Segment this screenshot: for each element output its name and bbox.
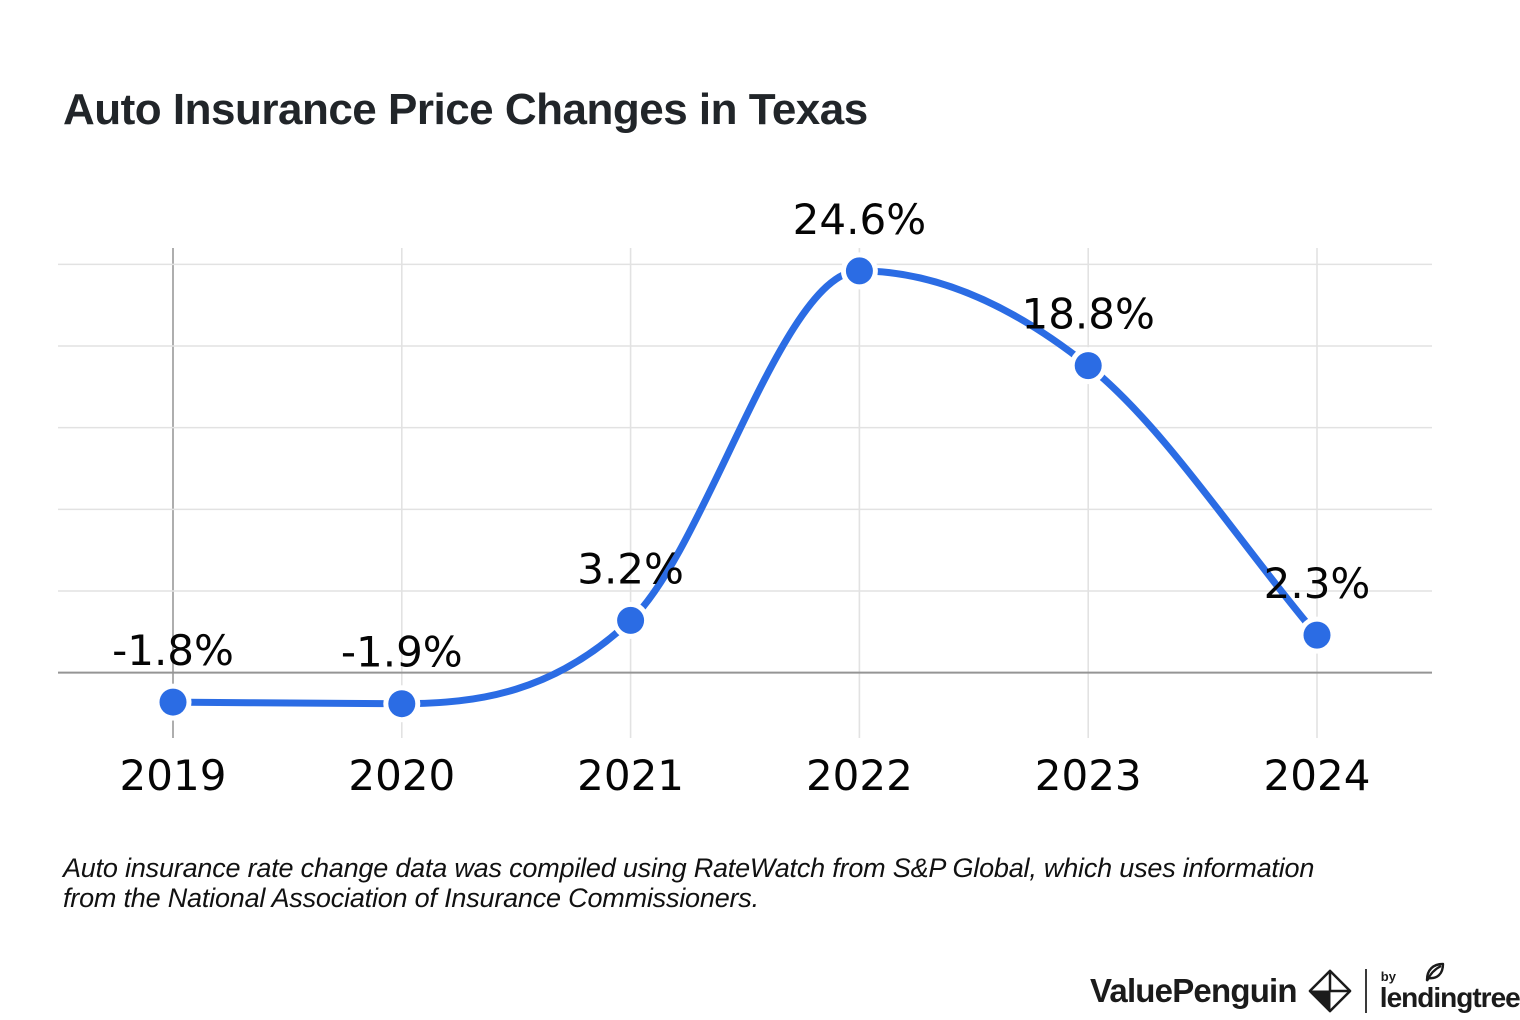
lendingtree-logo-block: by lendingtree· <box>1380 962 1520 1012</box>
lendingtree-leaf-icon <box>1425 962 1444 982</box>
data-point-label: -1.8% <box>112 626 234 675</box>
x-tick-label: 2024 <box>1264 751 1371 800</box>
chart-title: Auto Insurance Price Changes in Texas <box>63 85 868 134</box>
data-point-label: 3.2% <box>577 544 684 593</box>
data-point <box>617 606 645 634</box>
data-point <box>1074 352 1102 380</box>
data-point <box>388 690 416 718</box>
data-point-label: -1.9% <box>341 628 463 677</box>
footnote: Auto insurance rate change data was comp… <box>63 853 1314 913</box>
lendingtree-wordmark: lendingtree· <box>1380 984 1520 1012</box>
footnote-line-2: from the National Association of Insuran… <box>63 883 759 913</box>
data-point <box>845 257 873 285</box>
valuepenguin-wordmark: ValuePenguin <box>1090 972 1298 1009</box>
logo-divider <box>1364 969 1367 1013</box>
x-tick-label: 2020 <box>348 751 455 800</box>
brand-logo-row: ValuePenguin by lendingtree· <box>1090 962 1520 1016</box>
lendingtree-by-label: by <box>1380 969 1396 984</box>
x-tick-label: 2023 <box>1035 751 1142 800</box>
data-point-label: 24.6% <box>793 195 926 244</box>
valuepenguin-diamond-icon <box>1308 969 1352 1013</box>
data-point <box>159 688 187 716</box>
x-tick-label: 2019 <box>120 751 227 800</box>
footnote-line-1: Auto insurance rate change data was comp… <box>63 853 1315 883</box>
data-point-label: 2.3% <box>1264 559 1371 608</box>
data-point <box>1303 621 1331 649</box>
lendingtree-text: lendingtree <box>1379 982 1520 1013</box>
x-tick-label: 2021 <box>577 751 684 800</box>
data-point-label: 18.8% <box>1021 290 1154 339</box>
x-tick-label: 2022 <box>806 751 913 800</box>
